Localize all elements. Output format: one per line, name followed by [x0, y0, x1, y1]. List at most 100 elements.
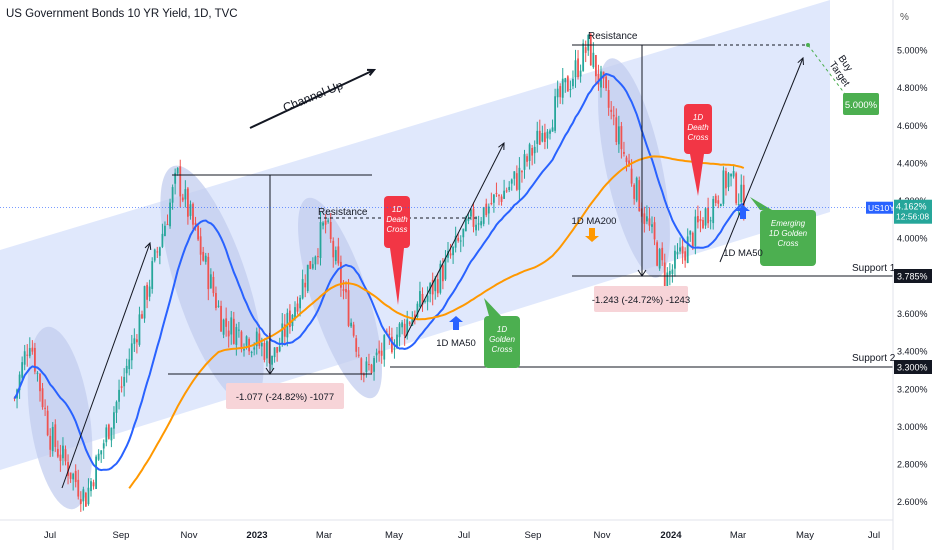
last-price-tag — [894, 199, 932, 224]
candle-body — [740, 184, 743, 203]
candle — [610, 101, 613, 120]
candle-body — [495, 192, 498, 194]
candle-body — [174, 172, 177, 184]
candle — [408, 320, 411, 327]
candle — [612, 106, 615, 126]
candle — [493, 193, 495, 213]
candle — [699, 210, 702, 233]
candle-body — [36, 372, 39, 374]
drop-1-arrowhead — [265, 367, 275, 375]
candle — [72, 472, 75, 491]
candle-body — [352, 324, 355, 336]
candle — [222, 318, 225, 339]
candle — [401, 320, 403, 335]
buy-target-arrow-head — [797, 56, 804, 66]
emerging-golden-tag-body — [760, 210, 816, 266]
candle-body — [521, 171, 523, 173]
candle — [309, 260, 312, 270]
candle-body — [408, 322, 411, 325]
candle-body — [541, 133, 544, 142]
candle-body — [39, 373, 41, 392]
candle — [319, 212, 322, 266]
candle-body — [607, 90, 610, 108]
candle — [638, 176, 641, 212]
candle-body — [704, 208, 707, 226]
drop-2-box — [594, 286, 688, 312]
candle-body — [189, 204, 192, 216]
last-price-time: 12:56:08 — [896, 212, 929, 222]
candle-body — [329, 221, 332, 239]
candle-body — [322, 222, 324, 226]
y-tick-label: 3.200% — [897, 384, 928, 394]
candle-body — [202, 251, 205, 261]
candle — [118, 379, 120, 410]
candle-body — [41, 388, 44, 408]
candle — [179, 159, 182, 208]
candle — [569, 80, 572, 98]
candle — [176, 167, 179, 176]
death-cross-1-text-line: 1D — [392, 205, 402, 214]
candle-body — [730, 173, 732, 177]
candle-body — [250, 351, 253, 353]
candle — [39, 373, 41, 402]
candle-body — [151, 261, 154, 289]
candle-body — [67, 462, 69, 476]
candle — [151, 257, 154, 294]
candle-body — [401, 322, 403, 328]
candle — [311, 257, 314, 270]
candle-body — [628, 160, 630, 167]
candle-body — [77, 479, 80, 497]
death-cross-1-tag-pointer — [390, 248, 404, 305]
candle-body — [85, 492, 87, 507]
candle — [656, 240, 658, 267]
candle-body — [564, 78, 567, 83]
x-tick-label: Sep — [525, 530, 542, 541]
candle-body — [166, 224, 169, 226]
emerging-golden-tag — [750, 197, 816, 266]
candle-body — [90, 481, 92, 492]
candle — [21, 356, 24, 381]
candle — [702, 217, 704, 230]
candle-body — [158, 247, 161, 256]
candle — [34, 342, 36, 375]
resistance-2-label: Resistance — [588, 31, 638, 42]
support-1-tag-value: 3.785% — [897, 272, 928, 282]
candle — [572, 70, 574, 90]
buy-target-arrow-shaft — [719, 57, 804, 263]
x-tick-label: Mar — [730, 530, 746, 541]
candle — [495, 182, 498, 198]
candle-body — [714, 195, 717, 203]
candle — [317, 248, 319, 265]
candle — [480, 216, 483, 229]
candle-body — [248, 339, 250, 352]
candle — [577, 50, 579, 80]
candle-body — [633, 184, 636, 199]
death-cross-2-tag-pointer — [690, 154, 704, 196]
candle-body — [574, 60, 577, 78]
candle — [704, 207, 707, 229]
candle — [143, 285, 146, 323]
rally-arrow-2 — [404, 141, 505, 339]
candle — [544, 123, 546, 150]
candle-body — [324, 220, 327, 225]
rally-arrow-1-shaft — [61, 242, 151, 489]
support-2-label: Support 2 — [852, 353, 896, 364]
candle — [62, 437, 64, 466]
y-tick-label: 3.400% — [897, 347, 928, 357]
candle-body — [625, 157, 628, 163]
candle-body — [271, 355, 273, 365]
candle — [413, 310, 416, 325]
candle-body — [143, 286, 146, 319]
candle-body — [69, 472, 72, 479]
candle-body — [403, 323, 406, 336]
candle-body — [169, 202, 171, 227]
y-tick-label: 4.000% — [897, 234, 928, 244]
candle-body — [658, 249, 661, 269]
candle-body — [59, 454, 62, 461]
candle-body — [493, 194, 495, 203]
support-1-label: Support 1 — [852, 263, 896, 274]
candle — [538, 119, 541, 145]
drop-1-box — [226, 383, 344, 409]
candle — [551, 119, 554, 132]
channel-up-arrow-shaft — [249, 69, 375, 129]
